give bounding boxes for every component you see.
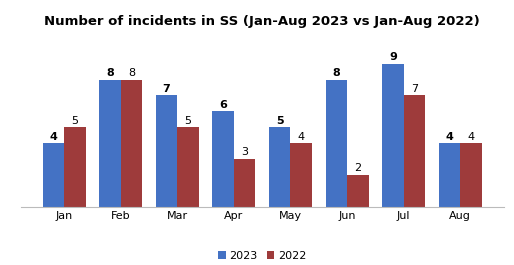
Text: 8: 8: [106, 68, 114, 78]
Title: Number of incidents in SS (Jan-Aug 2023 vs Jan-Aug 2022): Number of incidents in SS (Jan-Aug 2023 …: [44, 15, 480, 28]
Bar: [439, 143, 460, 207]
Text: 6: 6: [219, 100, 227, 110]
Text: 9: 9: [389, 52, 397, 62]
Bar: [156, 95, 177, 207]
Bar: [460, 143, 482, 207]
Text: 8: 8: [128, 68, 135, 78]
Text: 4: 4: [298, 131, 305, 142]
Bar: [290, 143, 312, 207]
Bar: [382, 64, 403, 207]
Text: 5: 5: [71, 116, 78, 126]
Bar: [121, 80, 142, 207]
Bar: [403, 95, 425, 207]
Bar: [212, 111, 234, 207]
Bar: [325, 80, 347, 207]
Text: 5: 5: [185, 116, 192, 126]
Text: 8: 8: [333, 68, 340, 78]
Text: 4: 4: [446, 131, 453, 142]
Text: 3: 3: [241, 147, 248, 157]
Text: 7: 7: [162, 84, 170, 94]
Bar: [43, 143, 64, 207]
Bar: [347, 175, 369, 207]
Bar: [177, 127, 199, 207]
Bar: [269, 127, 290, 207]
Legend: 2023, 2022: 2023, 2022: [218, 251, 306, 261]
Text: 4: 4: [49, 131, 57, 142]
Bar: [64, 127, 85, 207]
Text: 7: 7: [411, 84, 418, 94]
Text: 5: 5: [276, 116, 284, 126]
Bar: [99, 80, 121, 207]
Text: 2: 2: [354, 163, 361, 173]
Bar: [234, 159, 255, 207]
Text: 4: 4: [467, 131, 474, 142]
